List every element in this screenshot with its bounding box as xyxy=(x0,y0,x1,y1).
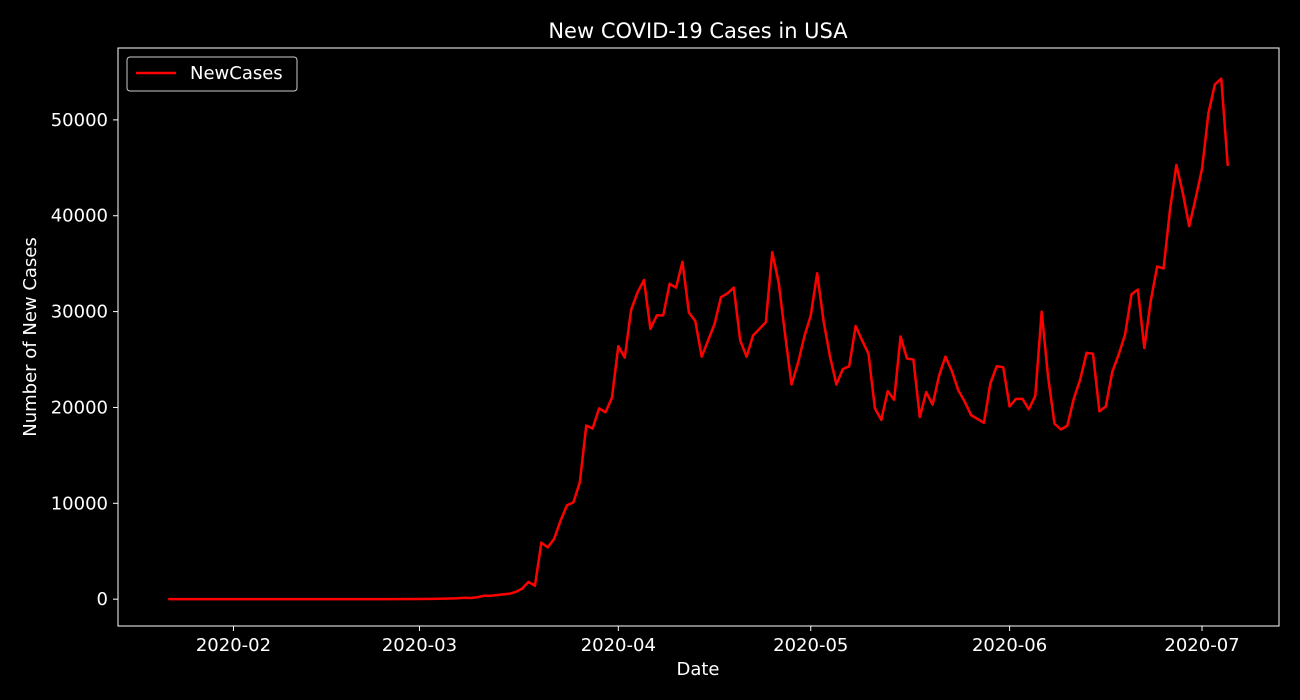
y-tick-label: 30000 xyxy=(51,302,108,323)
y-tick-label: 20000 xyxy=(51,397,108,418)
x-tick-label: 2020-07 xyxy=(1164,635,1239,656)
y-tick-label: 10000 xyxy=(51,493,108,514)
x-tick-label: 2020-04 xyxy=(581,635,656,656)
x-tick-label: 2020-03 xyxy=(382,635,457,656)
y-tick-label: 50000 xyxy=(51,110,108,131)
chart-title: New COVID-19 Cases in USA xyxy=(548,19,848,43)
legend-box xyxy=(126,56,298,92)
y-axis-label: Number of New Cases xyxy=(20,237,41,437)
x-tick-label: 2020-02 xyxy=(196,635,271,656)
x-tick-label: 2020-06 xyxy=(972,635,1047,656)
y-tick-label: 40000 xyxy=(51,206,108,227)
y-tick-label: 0 xyxy=(97,589,108,610)
legend: NewCases xyxy=(126,56,298,92)
series-line-newcases xyxy=(168,77,1229,601)
legend-label: NewCases xyxy=(190,63,283,84)
x-tick-label: 2020-05 xyxy=(773,635,848,656)
plot-frame xyxy=(117,47,1280,627)
x-axis-label: Date xyxy=(676,659,719,680)
plot-area: 2020-02 2020-03 2020-04 2020-05 2020-06 2020-… xyxy=(51,47,1280,656)
